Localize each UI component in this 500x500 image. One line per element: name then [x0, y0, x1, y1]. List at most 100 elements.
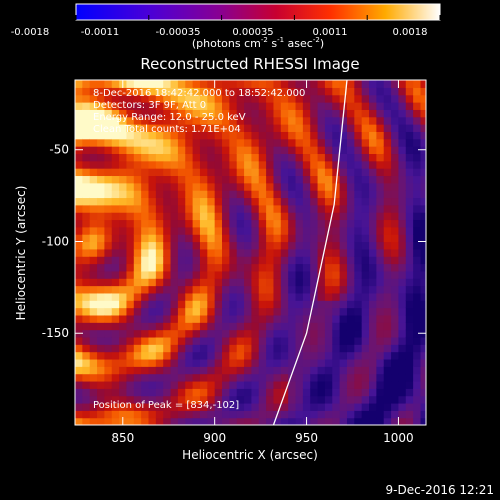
heatmap-cell: [324, 234, 333, 243]
heatmap-cell: [310, 226, 319, 235]
heatmap-cell: [104, 380, 113, 389]
heatmap-cell: [236, 380, 245, 389]
heatmap-cell: [251, 285, 260, 294]
heatmap-cell: [119, 300, 128, 309]
heatmap-cell: [383, 417, 392, 425]
heatmap-cell: [324, 248, 333, 257]
heatmap-cell: [82, 241, 91, 250]
heatmap-cell: [119, 87, 128, 96]
heatmap-cell: [258, 87, 267, 96]
heatmap-cell: [346, 358, 355, 367]
heatmap-cell: [317, 219, 326, 228]
heatmap-cell: [339, 138, 348, 147]
heatmap-cell: [280, 182, 289, 191]
heatmap-cell: [170, 285, 179, 294]
heatmap-cell: [339, 80, 348, 88]
heatmap-cell: [89, 102, 98, 110]
heatmap-cell: [185, 175, 194, 184]
heatmap-cell: [104, 204, 113, 213]
heatmap-cell: [369, 124, 377, 132]
heatmap-cell: [89, 388, 98, 397]
heatmap-cell: [207, 285, 216, 294]
heatmap-cell: [251, 212, 260, 221]
heatmap-cell: [383, 256, 392, 265]
heatmap-cell: [280, 168, 289, 177]
heatmap-cell: [354, 241, 363, 250]
heatmap-cell: [398, 329, 407, 338]
heatmap-cell: [398, 190, 407, 199]
heatmap-cell: [163, 322, 172, 331]
heatmap-cell: [133, 410, 142, 419]
heatmap-cell: [288, 380, 297, 389]
heatmap-cell: [133, 270, 142, 279]
heatmap-cell: [126, 138, 135, 147]
heatmap-cell: [222, 182, 230, 191]
heatmap-cell: [75, 248, 83, 257]
heatmap-cell: [155, 219, 164, 228]
heatmap-cell: [104, 256, 113, 265]
heatmap-cell: [229, 131, 238, 140]
heatmap-cell: [97, 285, 106, 294]
heatmap-cell: [82, 197, 91, 206]
heatmap-cell: [288, 351, 297, 360]
heatmap-cell: [222, 94, 230, 103]
heatmap-cell: [236, 373, 245, 382]
heatmap-cell: [89, 80, 98, 88]
heatmap-cell: [192, 197, 201, 206]
heatmap-cell: [97, 351, 106, 360]
heatmap-cell: [369, 241, 377, 250]
heatmap-cell: [391, 124, 400, 132]
heatmap-cell: [170, 388, 179, 397]
heatmap-cell: [207, 197, 216, 206]
heatmap-cell: [214, 322, 223, 331]
heatmap-cell: [405, 292, 414, 301]
heatmap-cell: [420, 263, 426, 272]
heatmap-cell: [354, 146, 363, 155]
heatmap-cell: [244, 219, 253, 228]
heatmap-cell: [170, 87, 179, 96]
heatmap-cell: [236, 197, 245, 206]
heatmap-cell: [126, 410, 135, 419]
heatmap-cell: [192, 366, 201, 375]
heatmap-cell: [222, 278, 230, 287]
heatmap-cell: [89, 234, 98, 243]
heatmap-cell: [104, 248, 113, 257]
heatmap-cell: [332, 388, 341, 397]
heatmap-cell: [236, 102, 245, 110]
heatmap-cell: [405, 153, 414, 162]
heatmap-cell: [133, 80, 142, 88]
heatmap-cell: [185, 322, 194, 331]
heatmap-cell: [141, 109, 150, 118]
heatmap-cell: [229, 344, 238, 353]
heatmap-cell: [376, 300, 385, 309]
heatmap-cell: [339, 226, 348, 235]
heatmap-cell: [82, 285, 91, 294]
heatmap-cell: [170, 380, 179, 389]
heatmap-cell: [258, 410, 267, 419]
heatmap-cell: [97, 395, 106, 404]
heatmap-cell: [273, 300, 282, 309]
heatmap-cell: [229, 204, 238, 213]
heatmap-cell: [155, 124, 164, 132]
heatmap-cell: [317, 366, 326, 375]
heatmap-cell: [177, 358, 186, 367]
heatmap-cell: [163, 146, 172, 155]
heatmap-cell: [391, 102, 400, 110]
heatmap-cell: [207, 351, 216, 360]
heatmap-cell: [119, 278, 128, 287]
heatmap-cell: [163, 410, 172, 419]
heatmap-cell: [214, 402, 223, 411]
heatmap-cell: [346, 182, 355, 191]
heatmap-cell: [97, 146, 106, 155]
heatmap-cell: [119, 256, 128, 265]
heatmap-cell: [163, 300, 172, 309]
heatmap-cell: [280, 138, 289, 147]
heatmap-cell: [82, 329, 91, 338]
heatmap-cell: [398, 417, 407, 425]
heatmap-cell: [391, 168, 400, 177]
heatmap-cell: [405, 168, 414, 177]
heatmap-cell: [155, 87, 164, 96]
heatmap-cell: [266, 366, 275, 375]
heatmap-cell: [258, 146, 267, 155]
heatmap-cell: [369, 175, 377, 184]
